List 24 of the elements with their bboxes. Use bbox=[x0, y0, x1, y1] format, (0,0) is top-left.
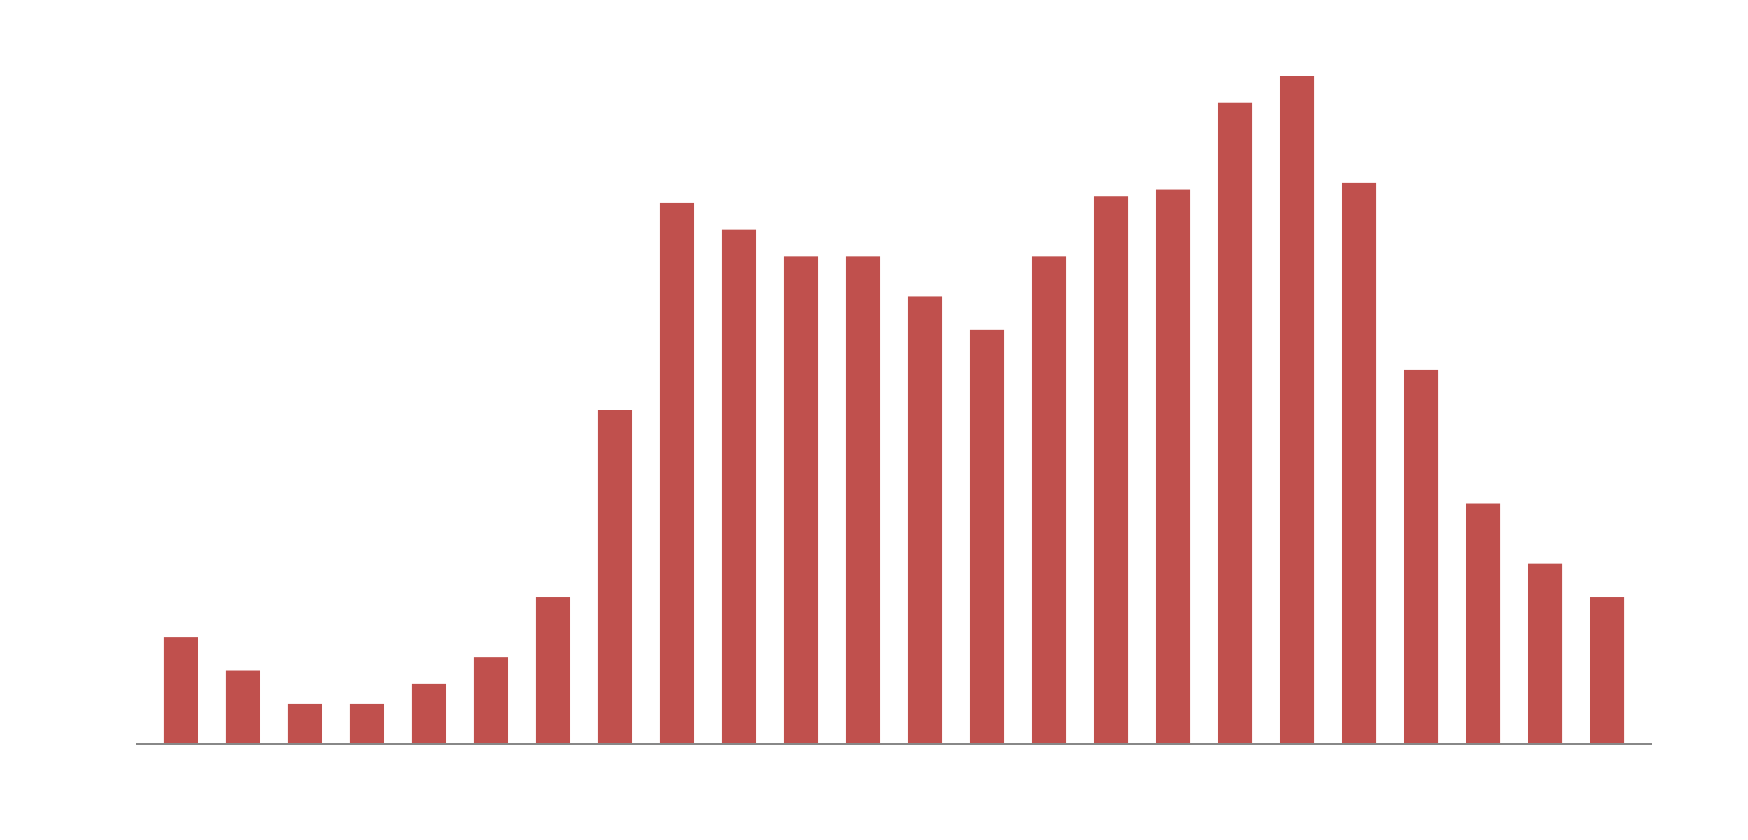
bar bbox=[535, 597, 571, 744]
bar bbox=[1341, 182, 1377, 744]
bar bbox=[907, 296, 943, 744]
bar bbox=[659, 202, 695, 744]
bar bbox=[597, 410, 633, 744]
bar bbox=[163, 637, 198, 744]
bar bbox=[1590, 597, 1625, 744]
bar bbox=[225, 670, 261, 744]
bar bbox=[1403, 369, 1439, 744]
bar bbox=[1465, 503, 1501, 744]
bar bbox=[1155, 189, 1191, 744]
bar bbox=[473, 657, 509, 744]
bar bbox=[349, 703, 385, 744]
bar bbox=[969, 329, 1005, 744]
bar bbox=[1031, 256, 1067, 744]
bar bbox=[845, 256, 881, 744]
bar bbox=[721, 229, 757, 744]
bar bbox=[1279, 76, 1315, 744]
bar bbox=[1527, 563, 1563, 744]
bar bbox=[1093, 196, 1129, 744]
bar bbox=[1217, 102, 1253, 744]
bar bbox=[411, 683, 447, 744]
bar bbox=[783, 256, 819, 744]
bar bbox=[287, 703, 323, 744]
